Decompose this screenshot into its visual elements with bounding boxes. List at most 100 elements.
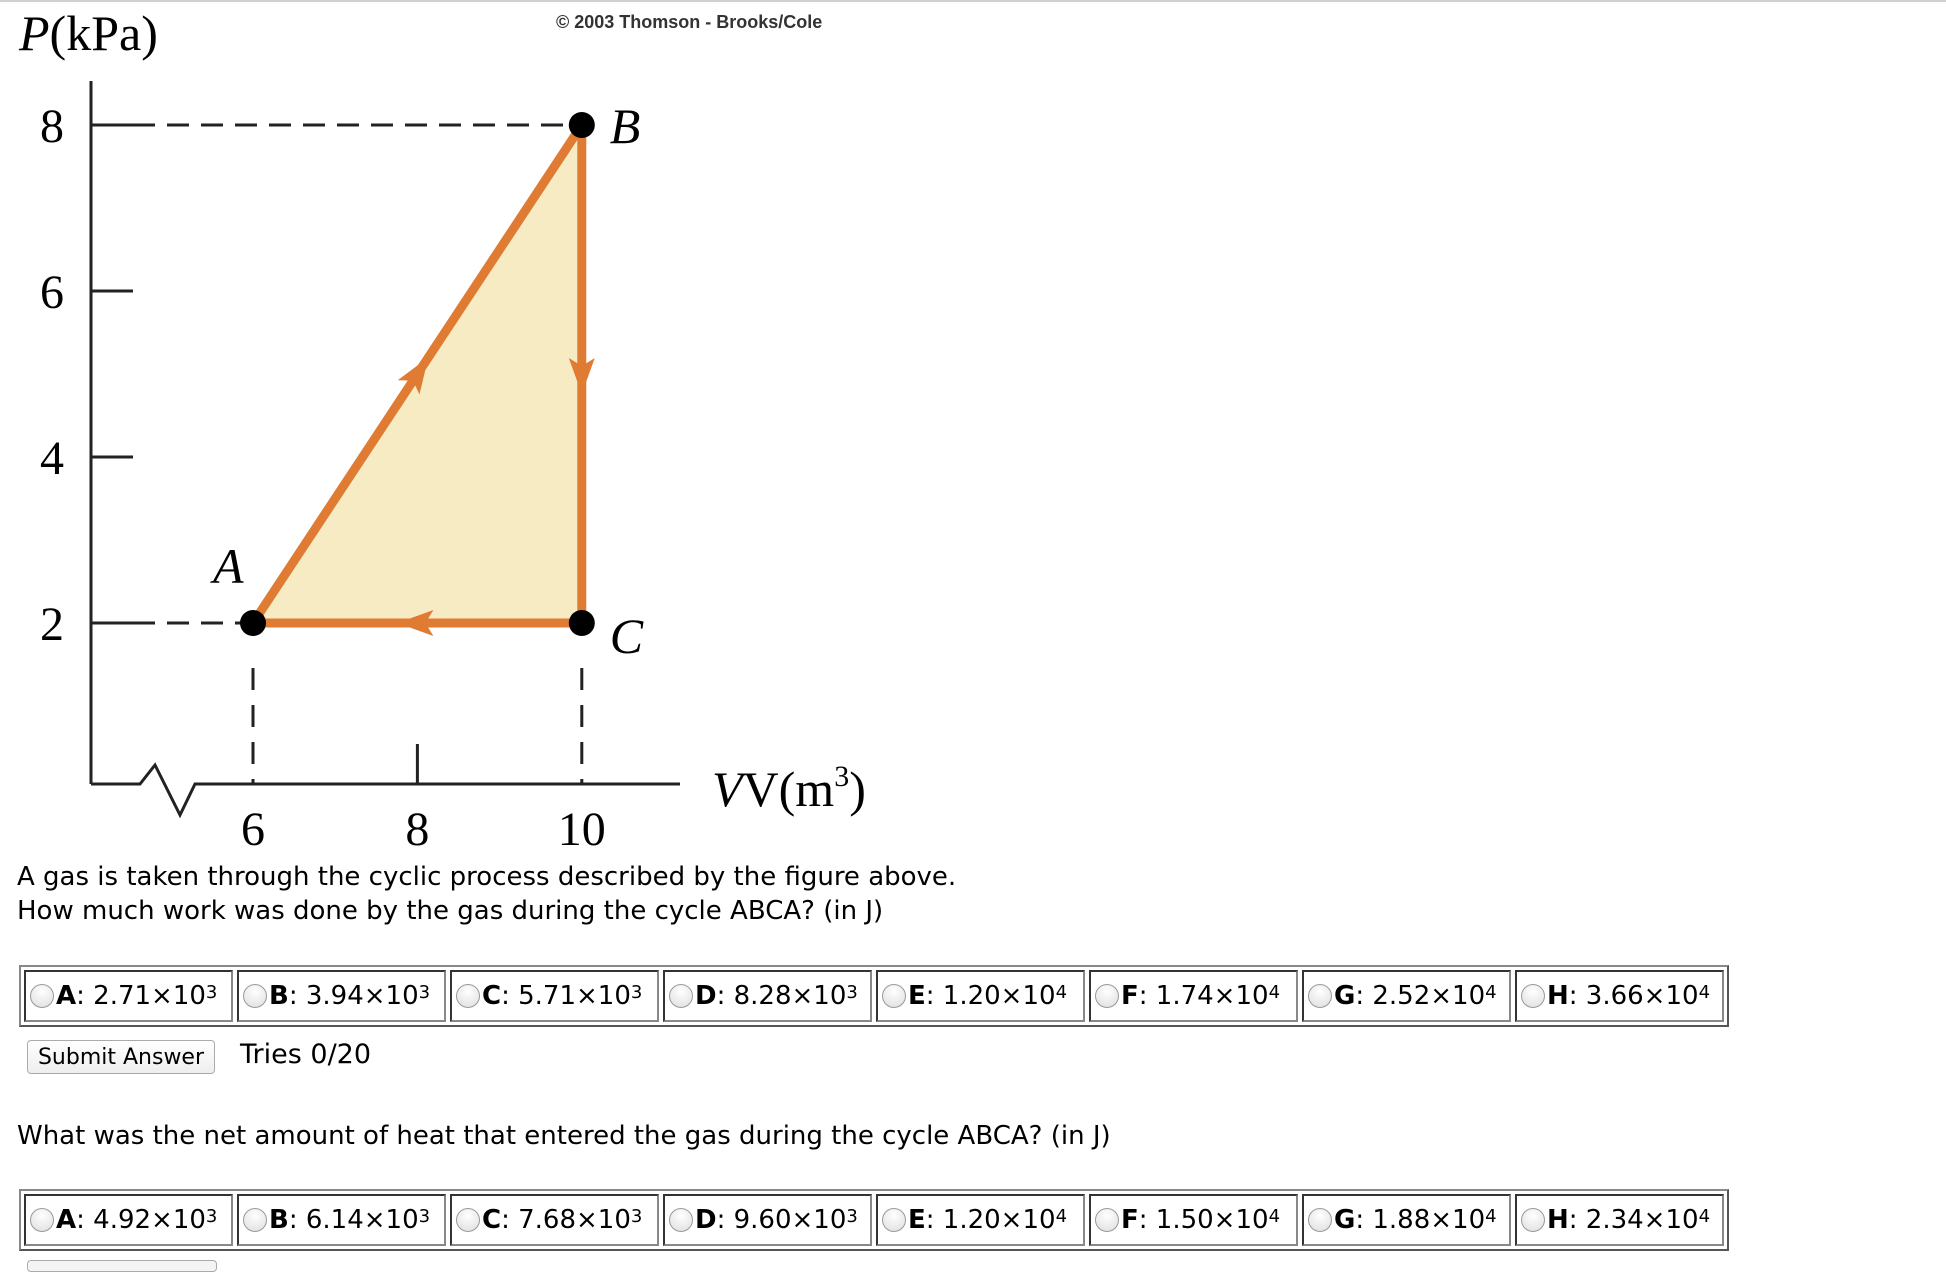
radio-button[interactable] <box>1095 1208 1119 1232</box>
y-tick-label: 2 <box>40 598 64 651</box>
choice-value: : 2.71×10 <box>76 981 206 1011</box>
choice-letter: H <box>1547 1205 1569 1235</box>
y-tick-label: 6 <box>40 266 64 319</box>
point-a <box>240 610 266 636</box>
choice-h[interactable]: H: 2.34×10 4 <box>1515 1194 1724 1246</box>
choice-letter: A <box>56 981 77 1011</box>
choice-exponent: 4 <box>1055 1205 1068 1227</box>
choice-d[interactable]: D: 8.28×10 3 <box>663 970 872 1022</box>
question1-choices: A: 2.71×10 3 B: 3.94×10 3 C: 5.71×10 3 D: 8.28… <box>19 965 1729 1027</box>
choice-letter: G <box>1334 1205 1356 1235</box>
choice-g[interactable]: G: 1.88×10 4 <box>1302 1194 1511 1246</box>
choice-e[interactable]: E: 1.20×10 4 <box>876 1194 1085 1246</box>
choice-exponent: 4 <box>1055 981 1068 1003</box>
choice-value: : 6.14×10 <box>288 1205 419 1235</box>
choice-exponent: 4 <box>1485 1205 1497 1227</box>
choice-exponent: 3 <box>846 981 858 1003</box>
question1-line1: A gas is taken through the cyclic proces… <box>17 862 957 892</box>
point-label: A <box>210 538 244 594</box>
choice-letter: A <box>56 1205 77 1235</box>
choice-letter: H <box>1547 981 1569 1011</box>
choice-exponent: 3 <box>205 1205 218 1227</box>
choice-c[interactable]: C: 7.68×10 3 <box>450 1194 659 1246</box>
choice-exponent: 4 <box>1268 1205 1281 1227</box>
choice-letter: D <box>695 981 717 1011</box>
choice-letter: E <box>908 1205 926 1235</box>
radio-button[interactable] <box>1308 1208 1332 1232</box>
copyright: © 2003 Thomson - Brooks/Cole <box>556 12 823 32</box>
choice-value: : 3.94×10 <box>288 981 419 1011</box>
choice-value: : 2.52×10 <box>1355 981 1486 1011</box>
question1-text: A gas is taken through the cyclic proces… <box>17 860 956 928</box>
choice-exponent: 3 <box>630 981 643 1003</box>
choice-exponent: 3 <box>205 981 218 1003</box>
choice-value: : 3.66×10 <box>1568 981 1699 1011</box>
arrow-CA <box>397 610 434 636</box>
radio-button[interactable] <box>1521 984 1545 1008</box>
y-axis-label: P(kPa) <box>18 5 158 61</box>
arrow-BC <box>568 358 595 394</box>
radio-button[interactable] <box>456 1208 480 1232</box>
radio-button[interactable] <box>1521 1208 1545 1232</box>
choice-exponent: 3 <box>630 1205 643 1227</box>
radio-button[interactable] <box>1095 984 1119 1008</box>
choice-value: : 8.28×10 <box>716 981 847 1011</box>
choice-f[interactable]: F: 1.74×10 4 <box>1089 970 1298 1022</box>
radio-button[interactable] <box>882 1208 906 1232</box>
choice-exponent: 3 <box>418 1205 431 1227</box>
radio-button[interactable] <box>882 984 906 1008</box>
choice-f[interactable]: F: 1.50×10 4 <box>1089 1194 1298 1246</box>
question2-text: What was the net amount of heat that ent… <box>17 1121 1111 1151</box>
x-tick-label: 10 <box>558 803 606 856</box>
choice-letter: D <box>695 1205 717 1235</box>
choice-value: : 1.50×10 <box>1138 1205 1269 1235</box>
choice-value: : 2.34×10 <box>1568 1205 1699 1235</box>
choice-b[interactable]: B: 3.94×10 3 <box>237 970 446 1022</box>
choice-b[interactable]: B: 6.14×10 3 <box>237 1194 446 1246</box>
y-tick-label: 8 <box>40 100 64 153</box>
radio-button[interactable] <box>456 984 480 1008</box>
choice-letter: C <box>482 1205 502 1235</box>
point-label: C <box>610 608 644 664</box>
radio-button[interactable] <box>1308 984 1332 1008</box>
arrow-AB <box>397 357 429 395</box>
choice-exponent: 4 <box>1268 981 1281 1003</box>
choice-h[interactable]: H: 3.66×10 4 <box>1515 970 1724 1022</box>
x-axis-broken <box>91 762 680 819</box>
choice-value: : 7.68×10 <box>501 1205 631 1235</box>
choice-letter: C <box>482 981 502 1011</box>
radio-button[interactable] <box>30 1208 54 1232</box>
choice-value: : 9.60×10 <box>716 1205 847 1235</box>
choice-letter: G <box>1334 981 1356 1011</box>
tries-counter: Tries 0/20 <box>240 1039 372 1070</box>
top-divider <box>0 0 1946 2</box>
choice-letter: B <box>269 1205 289 1235</box>
choice-value: : 1.74×10 <box>1138 981 1269 1011</box>
radio-button[interactable] <box>30 984 54 1008</box>
point-b <box>568 112 595 138</box>
pv-diagram: P(kPa) 8 6 4 2 6 8 10 A B C VV(m3) <box>18 5 866 856</box>
choice-g[interactable]: G: 2.52×10 4 <box>1302 970 1511 1022</box>
choice-e[interactable]: E: 1.20×10 4 <box>876 970 1085 1022</box>
choice-value: : 1.20×10 <box>925 981 1056 1011</box>
choice-exponent: 3 <box>846 1205 858 1227</box>
radio-button[interactable] <box>243 1208 267 1232</box>
choice-c[interactable]: C: 5.71×10 3 <box>450 970 659 1022</box>
question1-line2: How much work was done by the gas during… <box>17 896 884 926</box>
x-tick-label: 8 <box>405 803 429 856</box>
choice-letter: B <box>269 981 289 1011</box>
radio-button[interactable] <box>669 1208 693 1232</box>
radio-button[interactable] <box>669 984 693 1008</box>
choice-letter: E <box>908 981 926 1011</box>
choice-value: : 1.88×10 <box>1355 1205 1486 1235</box>
submit-answer-button-2[interactable] <box>27 1260 217 1272</box>
point-c <box>568 610 595 636</box>
choice-d[interactable]: D: 9.60×10 3 <box>663 1194 872 1246</box>
x-axis-label: VV(m3) <box>712 760 866 817</box>
choice-a[interactable]: A: 2.71×10 3 <box>24 970 233 1022</box>
submit-answer-button[interactable]: Submit Answer <box>27 1040 215 1074</box>
choice-value: : 4.92×10 <box>76 1205 206 1235</box>
choice-a[interactable]: A: 4.92×10 3 <box>24 1194 233 1246</box>
question2-choices: A: 4.92×10 3 B: 6.14×10 3 C: 7.68×10 3 D: 9.60… <box>19 1189 1729 1251</box>
radio-button[interactable] <box>243 984 267 1008</box>
